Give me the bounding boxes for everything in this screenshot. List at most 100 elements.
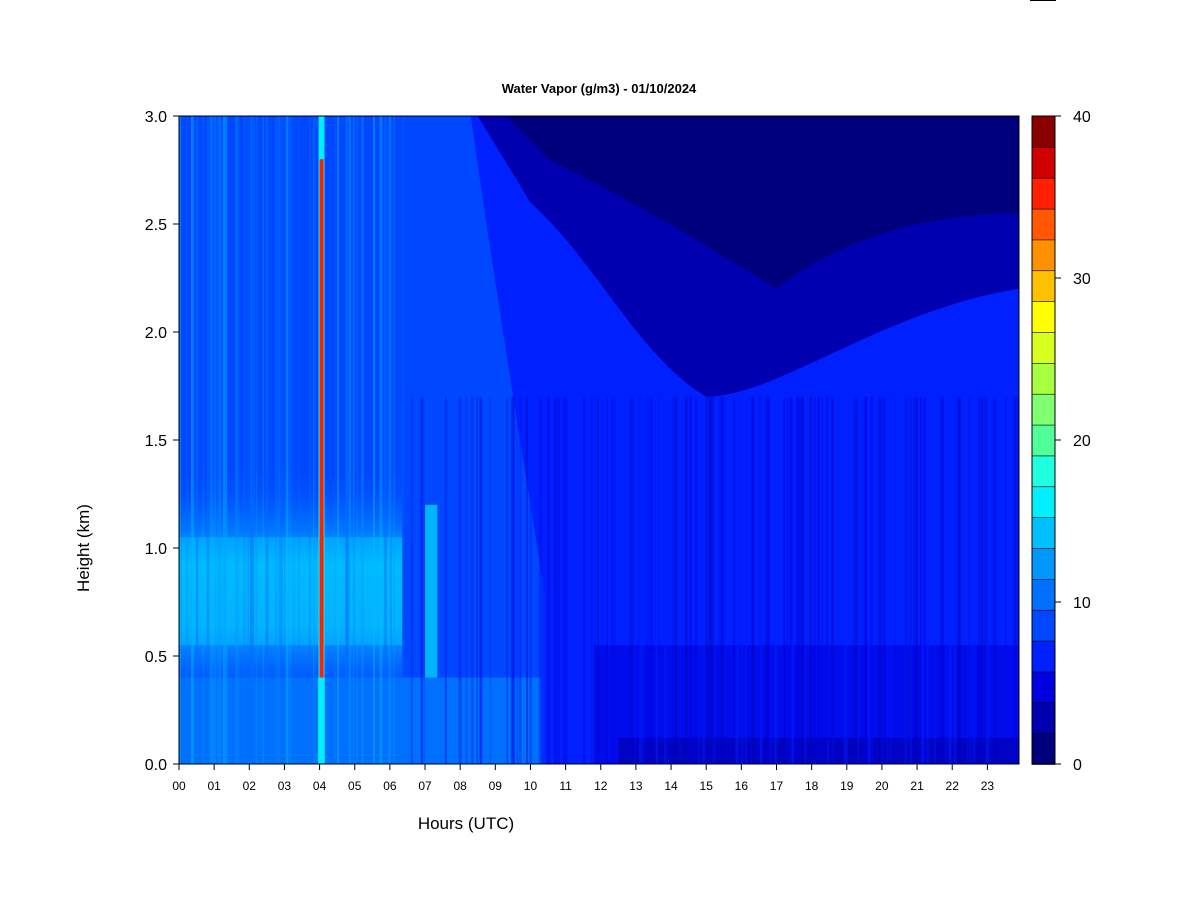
heatmap-streak <box>546 396 550 764</box>
heatmap-field <box>179 116 1019 764</box>
heatmap-streak <box>922 396 925 764</box>
heatmap-streak <box>246 116 248 764</box>
colorbar: 0 10 20 30 40 <box>1031 109 1091 774</box>
corner-mark <box>1030 0 1056 1</box>
x-tick-label: 09 <box>489 779 503 793</box>
heatmap-streak <box>945 396 947 764</box>
heatmap-streak <box>445 396 447 764</box>
heatmap-streak <box>738 396 741 764</box>
heatmap-streak <box>285 116 289 764</box>
heatmap-streak <box>393 116 395 764</box>
heatmap-streak <box>235 116 238 764</box>
heatmap-streak <box>410 396 413 764</box>
heatmap-streak <box>761 396 763 764</box>
heatmap-streak <box>516 396 520 764</box>
heatmap-streak <box>275 116 278 764</box>
heatmap-streak <box>179 116 182 764</box>
x-tick-label: 12 <box>594 779 608 793</box>
heatmap-streak <box>337 116 340 764</box>
heatmap-streak <box>687 396 689 764</box>
heatmap-streak <box>634 396 636 764</box>
x-tick-label: 14 <box>664 779 678 793</box>
heatmap-streak <box>882 396 886 764</box>
heatmap-streak <box>818 396 820 764</box>
heatmap-streak <box>821 396 823 764</box>
heatmap-streak <box>554 396 556 764</box>
heatmap-streak <box>809 396 812 764</box>
heatmap-streak <box>865 396 867 764</box>
heatmap-streak <box>909 396 912 764</box>
x-tick-label: 06 <box>383 779 397 793</box>
heatmap-streak <box>459 396 462 764</box>
heatmap-streak <box>737 396 740 764</box>
chart-title: Water Vapor (g/m3) - 01/10/2024 <box>502 81 697 96</box>
heatmap-streak <box>251 116 255 764</box>
heatmap-streak <box>480 396 483 764</box>
y-tick-label: 2.0 <box>145 325 167 342</box>
heatmap-streak <box>373 116 375 764</box>
heatmap-streak <box>655 396 659 764</box>
heatmap-streak <box>791 396 795 764</box>
heatmap-streak <box>646 396 650 764</box>
heatmap-streak <box>512 396 514 764</box>
colorbar-tick-label: 0 <box>1073 757 1082 774</box>
heatmap-streak <box>610 396 614 764</box>
heatmap-streak <box>760 396 762 764</box>
heatmap-streak <box>562 396 565 764</box>
heatmap-streak <box>348 116 350 764</box>
colorbar-swatch <box>1031 640 1056 673</box>
heatmap-streak <box>191 116 193 764</box>
heatmap-streak <box>247 116 249 764</box>
heatmap-streak <box>801 396 804 764</box>
heatmap-streak <box>594 396 596 764</box>
x-tick-label: 21 <box>910 779 924 793</box>
heatmap-streak <box>505 396 508 764</box>
heatmap-streak <box>769 396 772 764</box>
heatmap-streak <box>985 396 988 764</box>
y-axis: 0.0 0.5 1.0 1.5 2.0 2.5 3.0 <box>145 109 179 774</box>
heatmap-streak <box>210 116 213 764</box>
heatmap-streak <box>825 396 829 764</box>
colorbar-swatch <box>1031 547 1056 580</box>
heatmap-streak <box>641 396 645 764</box>
colorbar-swatch <box>1031 300 1056 333</box>
heatmap-streak <box>703 396 706 764</box>
heatmap-streak <box>541 396 544 764</box>
heatmap-streak <box>905 396 908 764</box>
heatmap-streak <box>217 116 219 764</box>
heatmap-streak <box>759 396 763 764</box>
colorbar-swatch <box>1031 578 1056 611</box>
heatmap-streak <box>796 396 799 764</box>
heatmap-streak <box>512 396 516 764</box>
x-tick-label: 22 <box>946 779 960 793</box>
heatmap-streak <box>967 396 969 764</box>
heatmap-streak <box>920 396 924 764</box>
heatmap-streak <box>826 396 829 764</box>
x-tick-label: 07 <box>418 779 432 793</box>
heatmap-streak <box>705 396 708 764</box>
heatmap-streak <box>857 396 859 764</box>
heatmap-streak <box>479 396 482 764</box>
colorbar-swatch <box>1031 609 1056 642</box>
heatmap-streak <box>694 396 698 764</box>
heatmap-07h-column <box>425 504 438 678</box>
heatmap-streak <box>255 116 258 764</box>
heatmap-streak <box>411 396 413 764</box>
heatmap-streak <box>786 396 789 764</box>
heatmap-streak <box>684 396 688 764</box>
heatmap-streak <box>954 396 957 764</box>
heatmap-streak <box>957 396 960 764</box>
heatmap-streak <box>649 396 652 764</box>
heatmap-streak <box>817 396 819 764</box>
y-axis-label: Height (km) <box>74 504 93 592</box>
heatmap-streak <box>853 396 855 764</box>
x-tick-label: 05 <box>348 779 362 793</box>
heatmap-streak <box>708 396 711 764</box>
heatmap-streak <box>186 116 188 764</box>
heatmap-streak <box>629 396 632 764</box>
heatmap-streak <box>639 396 642 764</box>
heatmap-streak <box>384 116 387 764</box>
heatmap-streak <box>476 396 478 764</box>
heatmap-streak <box>309 116 312 764</box>
